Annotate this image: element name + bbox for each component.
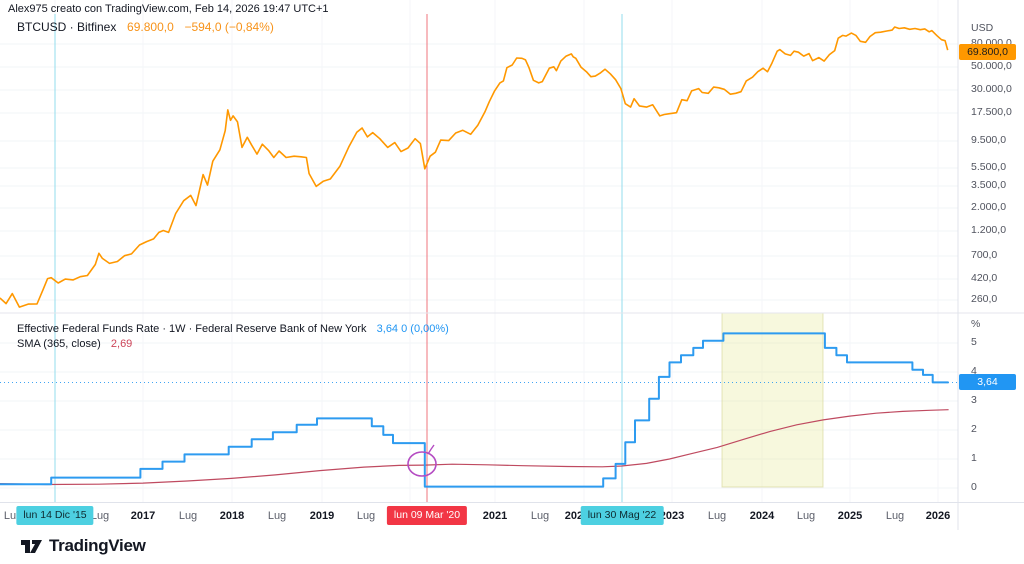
indicator-value: 3,64 <box>376 323 399 335</box>
time-tick: Lug <box>885 510 905 522</box>
price-axis-tick: 420,0 <box>971 272 998 284</box>
pct-axis-tick: 1 <box>971 452 977 464</box>
price-axis-tick: 5.500,0 <box>971 161 1007 173</box>
time-tick: 2026 <box>925 510 951 522</box>
time-tick: Lug <box>796 510 816 522</box>
rate-value-badge: 3,64 <box>959 374 1016 390</box>
price-axis-tick: 260,0 <box>971 293 998 305</box>
price-axis-tick: 17.500,0 <box>971 106 1012 118</box>
pct-axis-tick: 2 <box>971 423 977 435</box>
price-axis-tick: 50.000,0 <box>971 60 1012 72</box>
time-tick: Lug <box>178 510 198 522</box>
chart-canvas[interactable] <box>0 0 1024 530</box>
time-tick: Lug <box>267 510 287 522</box>
sma-line <box>0 409 949 486</box>
circle-annotation-tail <box>427 444 435 455</box>
highlight-region <box>721 312 824 488</box>
sma-value: 2,69 <box>110 338 133 350</box>
sma-title[interactable]: SMA (365, close) <box>17 338 101 350</box>
btc-price-line <box>0 26 949 308</box>
time-tick: 2019 <box>309 510 335 522</box>
price-axis-tick: 9.500,0 <box>971 134 1007 146</box>
tradingview-logo[interactable]: TradingView <box>20 536 146 556</box>
price-axis-unit: USD <box>971 22 994 34</box>
tradingview-wordmark: TradingView <box>49 536 146 555</box>
pct-axis-tick: 5 <box>971 336 977 348</box>
indicator-title[interactable]: Effective Federal Funds Rate · 1W · Fede… <box>17 323 367 335</box>
tradingview-logo-icon <box>21 539 42 553</box>
price-change-value: −594,0 (−0,84%) <box>184 20 274 34</box>
time-tick: 2024 <box>749 510 775 522</box>
price-axis-tick: 1.200,0 <box>971 224 1007 236</box>
price-axis-tick: 2.000,0 <box>971 201 1007 213</box>
fed-funds-line <box>0 332 949 488</box>
last-price-value: 69.800,0 <box>127 20 174 34</box>
indicator-legend[interactable]: Effective Federal Funds Rate · 1W · Fede… <box>17 322 449 352</box>
pct-axis-tick: 4 <box>971 365 977 377</box>
time-tick: 2025 <box>837 510 863 522</box>
circle-annotation <box>407 451 437 477</box>
time-tick: 2018 <box>219 510 245 522</box>
pct-axis-tick: 0 <box>971 481 977 493</box>
time-tick: 2017 <box>130 510 156 522</box>
pct-axis-tick: 3 <box>971 394 977 406</box>
date-marker-badge: lun 30 Mag '22 <box>580 506 664 525</box>
attribution-text: Alex975 creato con TradingView.com, Feb … <box>8 3 329 15</box>
percent-axis[interactable]: % 5 4 3 2 1 0 <box>958 313 1024 502</box>
time-tick: Lug <box>356 510 376 522</box>
date-marker-badge: lun 14 Dic '15 <box>16 506 94 525</box>
symbol-legend[interactable]: BTCUSD · Bitfinex 69.800,0 −594,0 (−0,84… <box>17 20 274 34</box>
percent-axis-unit: % <box>971 318 981 330</box>
time-tick: Lug <box>530 510 550 522</box>
price-axis-tick: 3.500,0 <box>971 179 1007 191</box>
time-tick: 2023 <box>659 510 685 522</box>
symbol-title[interactable]: BTCUSD · Bitfinex <box>17 20 117 34</box>
time-tick: Lug <box>707 510 727 522</box>
last-price-badge: 69.800,0 <box>959 44 1016 60</box>
time-axis[interactable]: Lug Lug 2017 Lug 2018 Lug 2019 Lug Lug 2021 Lug 202… <box>0 502 1024 531</box>
date-marker-badge: lun 09 Mar '20 <box>386 506 468 525</box>
price-axis-tick: 700,0 <box>971 249 998 261</box>
price-axis-tick: 30.000,0 <box>971 83 1012 95</box>
indicator-change: 0 (0,00%) <box>401 323 449 335</box>
time-tick: Lug <box>90 510 110 522</box>
time-tick: 2021 <box>482 510 508 522</box>
